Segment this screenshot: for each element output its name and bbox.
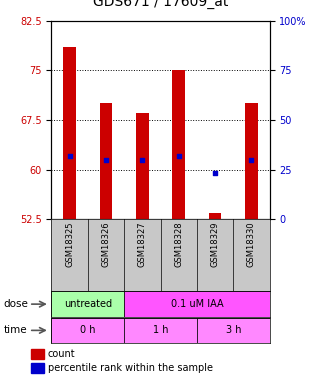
Text: GSM18325: GSM18325 — [65, 222, 74, 267]
Text: GDS671 / 17609_at: GDS671 / 17609_at — [93, 0, 228, 9]
Text: 3 h: 3 h — [226, 326, 241, 335]
Bar — [51, 291, 124, 317]
Text: percentile rank within the sample: percentile rank within the sample — [48, 363, 213, 373]
Bar — [124, 291, 270, 317]
Text: 0.1 uM IAA: 0.1 uM IAA — [170, 299, 223, 309]
Text: GSM18326: GSM18326 — [101, 222, 110, 267]
Bar — [172, 70, 185, 219]
Point — [103, 157, 108, 163]
Bar — [30, 363, 44, 373]
Bar — [124, 318, 197, 343]
Text: count: count — [48, 349, 75, 359]
Text: time: time — [3, 326, 27, 335]
Point — [140, 157, 145, 163]
Point — [176, 153, 181, 159]
Text: 1 h: 1 h — [153, 326, 168, 335]
Point — [249, 157, 254, 163]
Bar — [100, 104, 112, 219]
Text: GSM18327: GSM18327 — [138, 222, 147, 267]
Bar — [197, 318, 270, 343]
Bar — [63, 47, 76, 219]
Point — [213, 170, 218, 176]
Bar — [30, 349, 44, 359]
Bar — [209, 213, 221, 219]
Text: 0 h: 0 h — [80, 326, 95, 335]
Text: dose: dose — [3, 299, 28, 309]
Bar — [245, 104, 258, 219]
Bar — [136, 113, 149, 219]
Point — [67, 153, 72, 159]
Text: GSM18329: GSM18329 — [211, 222, 220, 267]
Text: GSM18330: GSM18330 — [247, 222, 256, 267]
Text: GSM18328: GSM18328 — [174, 222, 183, 267]
Bar — [51, 318, 124, 343]
Text: untreated: untreated — [64, 299, 112, 309]
